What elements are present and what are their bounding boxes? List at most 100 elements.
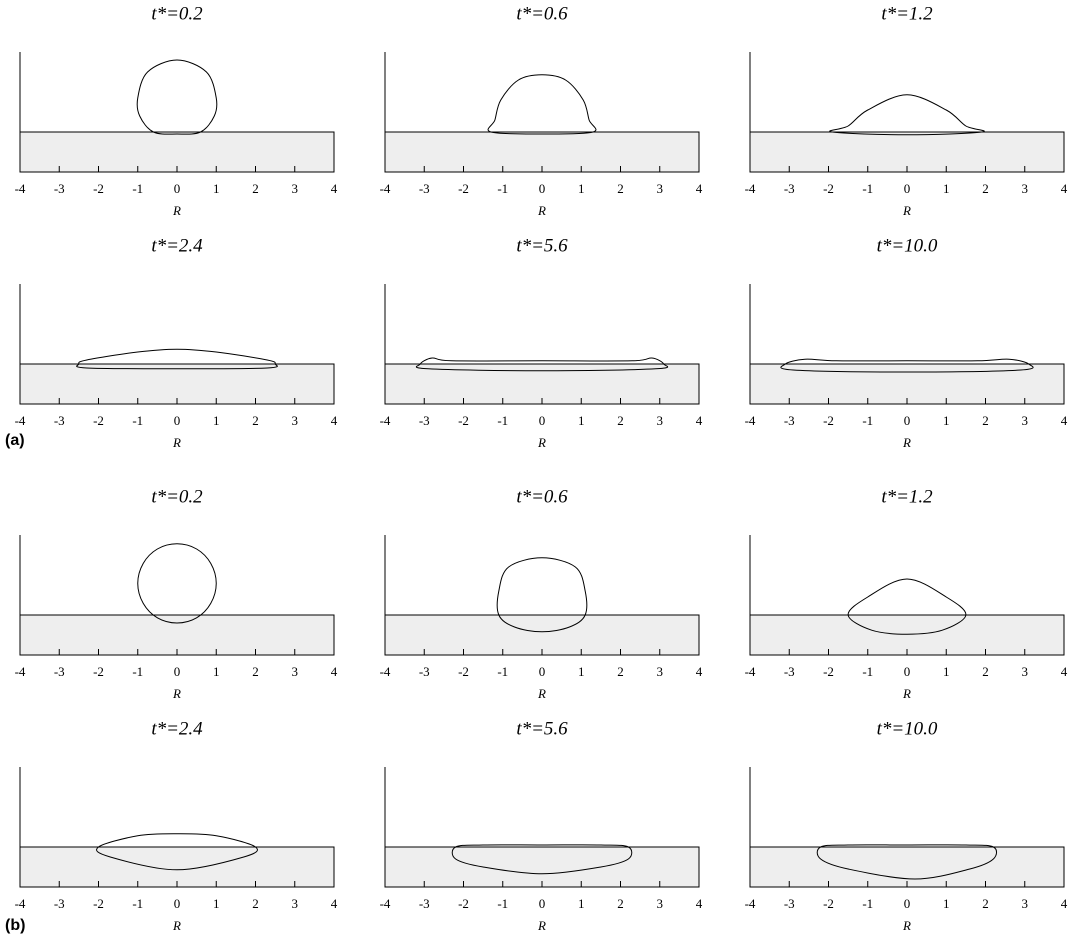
x-tick-label: -1 bbox=[862, 413, 873, 428]
drop-contour bbox=[451, 844, 633, 875]
x-tick-label: 2 bbox=[252, 413, 259, 428]
drop-contour bbox=[487, 74, 597, 135]
drop-contour bbox=[136, 59, 218, 135]
x-tick-label: -1 bbox=[862, 896, 873, 911]
drop-contour bbox=[496, 557, 588, 633]
x-tick-label: -4 bbox=[380, 896, 391, 911]
x-tick-label: -3 bbox=[54, 413, 65, 428]
x-tick-label: -4 bbox=[745, 664, 756, 679]
x-tick-label: 0 bbox=[174, 413, 181, 428]
panel-title: t*=0.2 bbox=[151, 486, 203, 507]
x-tick-label: 3 bbox=[657, 664, 664, 679]
x-tick-label: -4 bbox=[745, 181, 756, 196]
panel-title: t*=5.6 bbox=[516, 235, 568, 256]
x-tick-label: -2 bbox=[93, 181, 104, 196]
panel-title: t*=1.2 bbox=[881, 3, 933, 24]
x-tick-label: 4 bbox=[696, 413, 703, 428]
x-tick-label: 2 bbox=[617, 664, 624, 679]
x-tick-label: 0 bbox=[174, 664, 181, 679]
x-tick-label: 0 bbox=[174, 896, 181, 911]
x-tick-label: 4 bbox=[331, 181, 338, 196]
x-tick-label: 1 bbox=[578, 664, 585, 679]
x-tick-label: -4 bbox=[380, 413, 391, 428]
x-axis-label: R bbox=[537, 435, 546, 450]
x-tick-label: 2 bbox=[982, 413, 989, 428]
x-tick-label: -4 bbox=[15, 181, 26, 196]
x-tick-label: 1 bbox=[943, 181, 950, 196]
x-axis-label: R bbox=[537, 918, 546, 933]
x-axis-label: R bbox=[537, 686, 546, 701]
substrate bbox=[749, 846, 1065, 888]
x-tick-label: -4 bbox=[15, 413, 26, 428]
x-tick-label: -4 bbox=[15, 664, 26, 679]
substrate bbox=[19, 363, 335, 405]
x-tick-label: 1 bbox=[213, 181, 220, 196]
x-tick-label: -2 bbox=[458, 413, 469, 428]
x-tick-label: 3 bbox=[1022, 413, 1029, 428]
x-tick-label: 1 bbox=[213, 413, 220, 428]
x-tick-label: 3 bbox=[657, 181, 664, 196]
x-tick-label: 2 bbox=[982, 181, 989, 196]
drop-contour bbox=[96, 833, 258, 871]
x-tick-label: 3 bbox=[292, 896, 299, 911]
x-tick-label: -1 bbox=[497, 413, 508, 428]
x-tick-label: -4 bbox=[745, 896, 756, 911]
x-tick-label: 2 bbox=[252, 664, 259, 679]
x-axis-label: R bbox=[902, 203, 911, 218]
panel-title: t*=0.2 bbox=[151, 3, 203, 24]
x-tick-label: 4 bbox=[1061, 181, 1068, 196]
x-tick-label: 3 bbox=[1022, 181, 1029, 196]
x-tick-label: 0 bbox=[539, 664, 546, 679]
substrate bbox=[749, 131, 1065, 173]
x-tick-label: -1 bbox=[132, 413, 143, 428]
x-tick-label: 4 bbox=[1061, 896, 1068, 911]
x-tick-label: 0 bbox=[539, 413, 546, 428]
x-tick-label: 4 bbox=[696, 181, 703, 196]
substrate bbox=[749, 614, 1065, 656]
x-axis-label: R bbox=[172, 918, 181, 933]
drop-contour bbox=[847, 578, 967, 635]
x-axis-label: R bbox=[172, 203, 181, 218]
x-tick-label: 4 bbox=[1061, 664, 1068, 679]
x-tick-label: -2 bbox=[823, 413, 834, 428]
drop-contour bbox=[780, 358, 1034, 373]
x-tick-label: 1 bbox=[943, 664, 950, 679]
x-tick-label: -1 bbox=[497, 181, 508, 196]
x-tick-label: -2 bbox=[93, 896, 104, 911]
x-axis-label: R bbox=[172, 435, 181, 450]
x-tick-label: -2 bbox=[93, 664, 104, 679]
x-tick-label: -2 bbox=[93, 413, 104, 428]
x-tick-label: 3 bbox=[1022, 664, 1029, 679]
x-tick-label: -4 bbox=[380, 181, 391, 196]
panel-title: t*=10.0 bbox=[877, 235, 938, 256]
x-axis-label: R bbox=[902, 435, 911, 450]
x-tick-label: -3 bbox=[54, 896, 65, 911]
panel-title: t*=1.2 bbox=[881, 486, 933, 507]
x-tick-label: -3 bbox=[419, 664, 430, 679]
x-tick-label: 0 bbox=[904, 413, 911, 428]
x-axis-label: R bbox=[902, 686, 911, 701]
x-tick-label: -2 bbox=[823, 181, 834, 196]
x-tick-label: -3 bbox=[419, 413, 430, 428]
x-tick-label: -3 bbox=[419, 896, 430, 911]
x-tick-label: 2 bbox=[252, 181, 259, 196]
x-tick-label: 2 bbox=[252, 896, 259, 911]
x-tick-label: -3 bbox=[784, 181, 795, 196]
x-tick-label: 0 bbox=[904, 664, 911, 679]
x-tick-label: 1 bbox=[578, 181, 585, 196]
drop-contour bbox=[137, 543, 217, 624]
x-tick-label: -3 bbox=[784, 664, 795, 679]
drop-contour bbox=[76, 348, 278, 370]
panel-title: t*=0.6 bbox=[516, 486, 568, 507]
x-tick-label: -4 bbox=[380, 664, 391, 679]
panel-title: t*=2.4 bbox=[151, 235, 203, 256]
x-axis-label: R bbox=[172, 686, 181, 701]
x-tick-label: 4 bbox=[696, 664, 703, 679]
x-tick-label: -2 bbox=[823, 664, 834, 679]
panel-label: (b) bbox=[5, 917, 25, 934]
x-tick-label: 4 bbox=[331, 664, 338, 679]
x-tick-label: 3 bbox=[1022, 896, 1029, 911]
x-tick-label: 2 bbox=[617, 896, 624, 911]
x-tick-label: 1 bbox=[578, 896, 585, 911]
